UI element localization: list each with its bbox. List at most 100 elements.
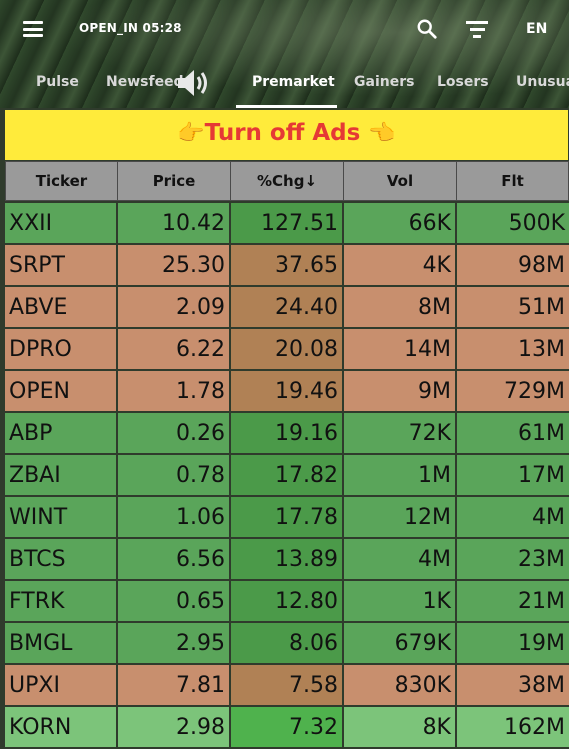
- cell-chg: 17.78: [231, 497, 342, 537]
- search-icon[interactable]: [416, 18, 438, 40]
- hamburger-menu-icon[interactable]: [23, 21, 43, 37]
- table-row[interactable]: BMGL 2.95 8.06 679K 19M: [5, 623, 569, 665]
- table-row[interactable]: FTRK 0.65 12.80 1K 21M: [5, 581, 569, 623]
- cell-price: 6.56: [118, 539, 229, 579]
- table-row[interactable]: BTCS 6.56 13.89 4M 23M: [5, 539, 569, 581]
- cell-ticker: BTCS: [5, 539, 116, 579]
- cell-price: 0.26: [118, 413, 229, 453]
- cell-chg: 37.65: [231, 245, 342, 285]
- cell-price: 0.65: [118, 581, 229, 621]
- cell-ticker: FTRK: [5, 581, 116, 621]
- cell-vol: 679K: [344, 623, 455, 663]
- cell-flt: 23M: [457, 539, 569, 579]
- cell-vol: 830K: [344, 665, 455, 705]
- table-body: XXII 10.42 127.51 66K 500K SRPT 25.30 37.65 4K 98…: [5, 203, 569, 749]
- cell-ticker: ABP: [5, 413, 116, 453]
- cell-ticker: WINT: [5, 497, 116, 537]
- cell-chg: 20.08: [231, 329, 342, 369]
- cell-vol: 4M: [344, 539, 455, 579]
- cell-price: 2.98: [118, 707, 229, 747]
- cell-price: 2.09: [118, 287, 229, 327]
- cell-chg: 7.32: [231, 707, 342, 747]
- table-row[interactable]: UPXI 7.81 7.58 830K 38M: [5, 665, 569, 707]
- tab-newsfeed[interactable]: Newsfeed: [106, 74, 184, 90]
- cell-flt: 500K: [457, 203, 569, 243]
- cell-price: 10.42: [118, 203, 229, 243]
- cell-ticker: KORN: [5, 707, 116, 747]
- turn-off-ads-banner[interactable]: 👉Turn off Ads 👈: [5, 110, 568, 160]
- top-bar: OPEN_IN 05:28 EN: [0, 0, 569, 60]
- premarket-table: Ticker Price %Chg↓ Vol Flt XXII 10.42 127.…: [5, 161, 569, 749]
- cell-chg: 8.06: [231, 623, 342, 663]
- cell-chg: 17.82: [231, 455, 342, 495]
- cell-vol: 4K: [344, 245, 455, 285]
- pointing-right-icon: 👉: [177, 121, 205, 146]
- cell-ticker: UPXI: [5, 665, 116, 705]
- tab-pulse[interactable]: Pulse: [36, 74, 79, 90]
- table-row[interactable]: WINT 1.06 17.78 12M 4M: [5, 497, 569, 539]
- cell-vol: 8M: [344, 287, 455, 327]
- cell-vol: 72K: [344, 413, 455, 453]
- tab-gainers[interactable]: Gainers: [354, 74, 415, 90]
- table-row[interactable]: XXII 10.42 127.51 66K 500K: [5, 203, 569, 245]
- cell-price: 1.78: [118, 371, 229, 411]
- cell-flt: 21M: [457, 581, 569, 621]
- cell-ticker: ABVE: [5, 287, 116, 327]
- cell-flt: 61M: [457, 413, 569, 453]
- cell-chg: 7.58: [231, 665, 342, 705]
- cell-price: 25.30: [118, 245, 229, 285]
- column-header-vol[interactable]: Vol: [343, 161, 457, 201]
- table-header: Ticker Price %Chg↓ Vol Flt: [5, 161, 569, 203]
- cell-vol: 9M: [344, 371, 455, 411]
- cell-chg: 19.46: [231, 371, 342, 411]
- table-row[interactable]: KORN 2.98 7.32 8K 162M: [5, 707, 569, 749]
- tab-losers[interactable]: Losers: [437, 74, 489, 90]
- table-row[interactable]: ABP 0.26 19.16 72K 61M: [5, 413, 569, 455]
- column-header-ticker[interactable]: Ticker: [5, 161, 118, 201]
- cell-vol: 1K: [344, 581, 455, 621]
- cell-flt: 13M: [457, 329, 569, 369]
- cell-ticker: OPEN: [5, 371, 116, 411]
- cell-flt: 4M: [457, 497, 569, 537]
- column-header-flt[interactable]: Flt: [456, 161, 569, 201]
- table-row[interactable]: OPEN 1.78 19.46 9M 729M: [5, 371, 569, 413]
- cell-vol: 1M: [344, 455, 455, 495]
- cell-flt: 51M: [457, 287, 569, 327]
- cell-chg: 12.80: [231, 581, 342, 621]
- speaker-icon[interactable]: [176, 67, 210, 99]
- cell-chg: 127.51: [231, 203, 342, 243]
- cell-price: 0.78: [118, 455, 229, 495]
- table-row[interactable]: ABVE 2.09 24.40 8M 51M: [5, 287, 569, 329]
- table-row[interactable]: SRPT 25.30 37.65 4K 98M: [5, 245, 569, 287]
- cell-chg: 19.16: [231, 413, 342, 453]
- cell-price: 1.06: [118, 497, 229, 537]
- tab-unusual[interactable]: Unusual: [516, 74, 569, 90]
- cell-vol: 12M: [344, 497, 455, 537]
- cell-flt: 98M: [457, 245, 569, 285]
- header: OPEN_IN 05:28 EN Pulse Newsfeed Premarke…: [0, 0, 569, 108]
- cell-ticker: BMGL: [5, 623, 116, 663]
- cell-flt: 729M: [457, 371, 569, 411]
- table-row[interactable]: ZBAI 0.78 17.82 1M 17M: [5, 455, 569, 497]
- cell-vol: 8K: [344, 707, 455, 747]
- tab-premarket[interactable]: Premarket: [252, 74, 335, 90]
- cell-price: 6.22: [118, 329, 229, 369]
- tab-bar: Pulse Newsfeed Premarket Gainers Losers …: [0, 62, 569, 108]
- active-tab-indicator: [236, 105, 337, 108]
- cell-price: 7.81: [118, 665, 229, 705]
- cell-vol: 66K: [344, 203, 455, 243]
- cell-flt: 162M: [457, 707, 569, 747]
- column-header-price[interactable]: Price: [117, 161, 231, 201]
- filter-icon[interactable]: [466, 21, 488, 39]
- language-button[interactable]: EN: [526, 21, 548, 37]
- cell-ticker: DPRO: [5, 329, 116, 369]
- cell-ticker: ZBAI: [5, 455, 116, 495]
- pointing-left-icon: 👈: [368, 121, 396, 146]
- cell-price: 2.95: [118, 623, 229, 663]
- cell-vol: 14M: [344, 329, 455, 369]
- cell-flt: 38M: [457, 665, 569, 705]
- table-row[interactable]: DPRO 6.22 20.08 14M 13M: [5, 329, 569, 371]
- cell-ticker: SRPT: [5, 245, 116, 285]
- cell-flt: 19M: [457, 623, 569, 663]
- column-header-chg[interactable]: %Chg↓: [230, 161, 344, 201]
